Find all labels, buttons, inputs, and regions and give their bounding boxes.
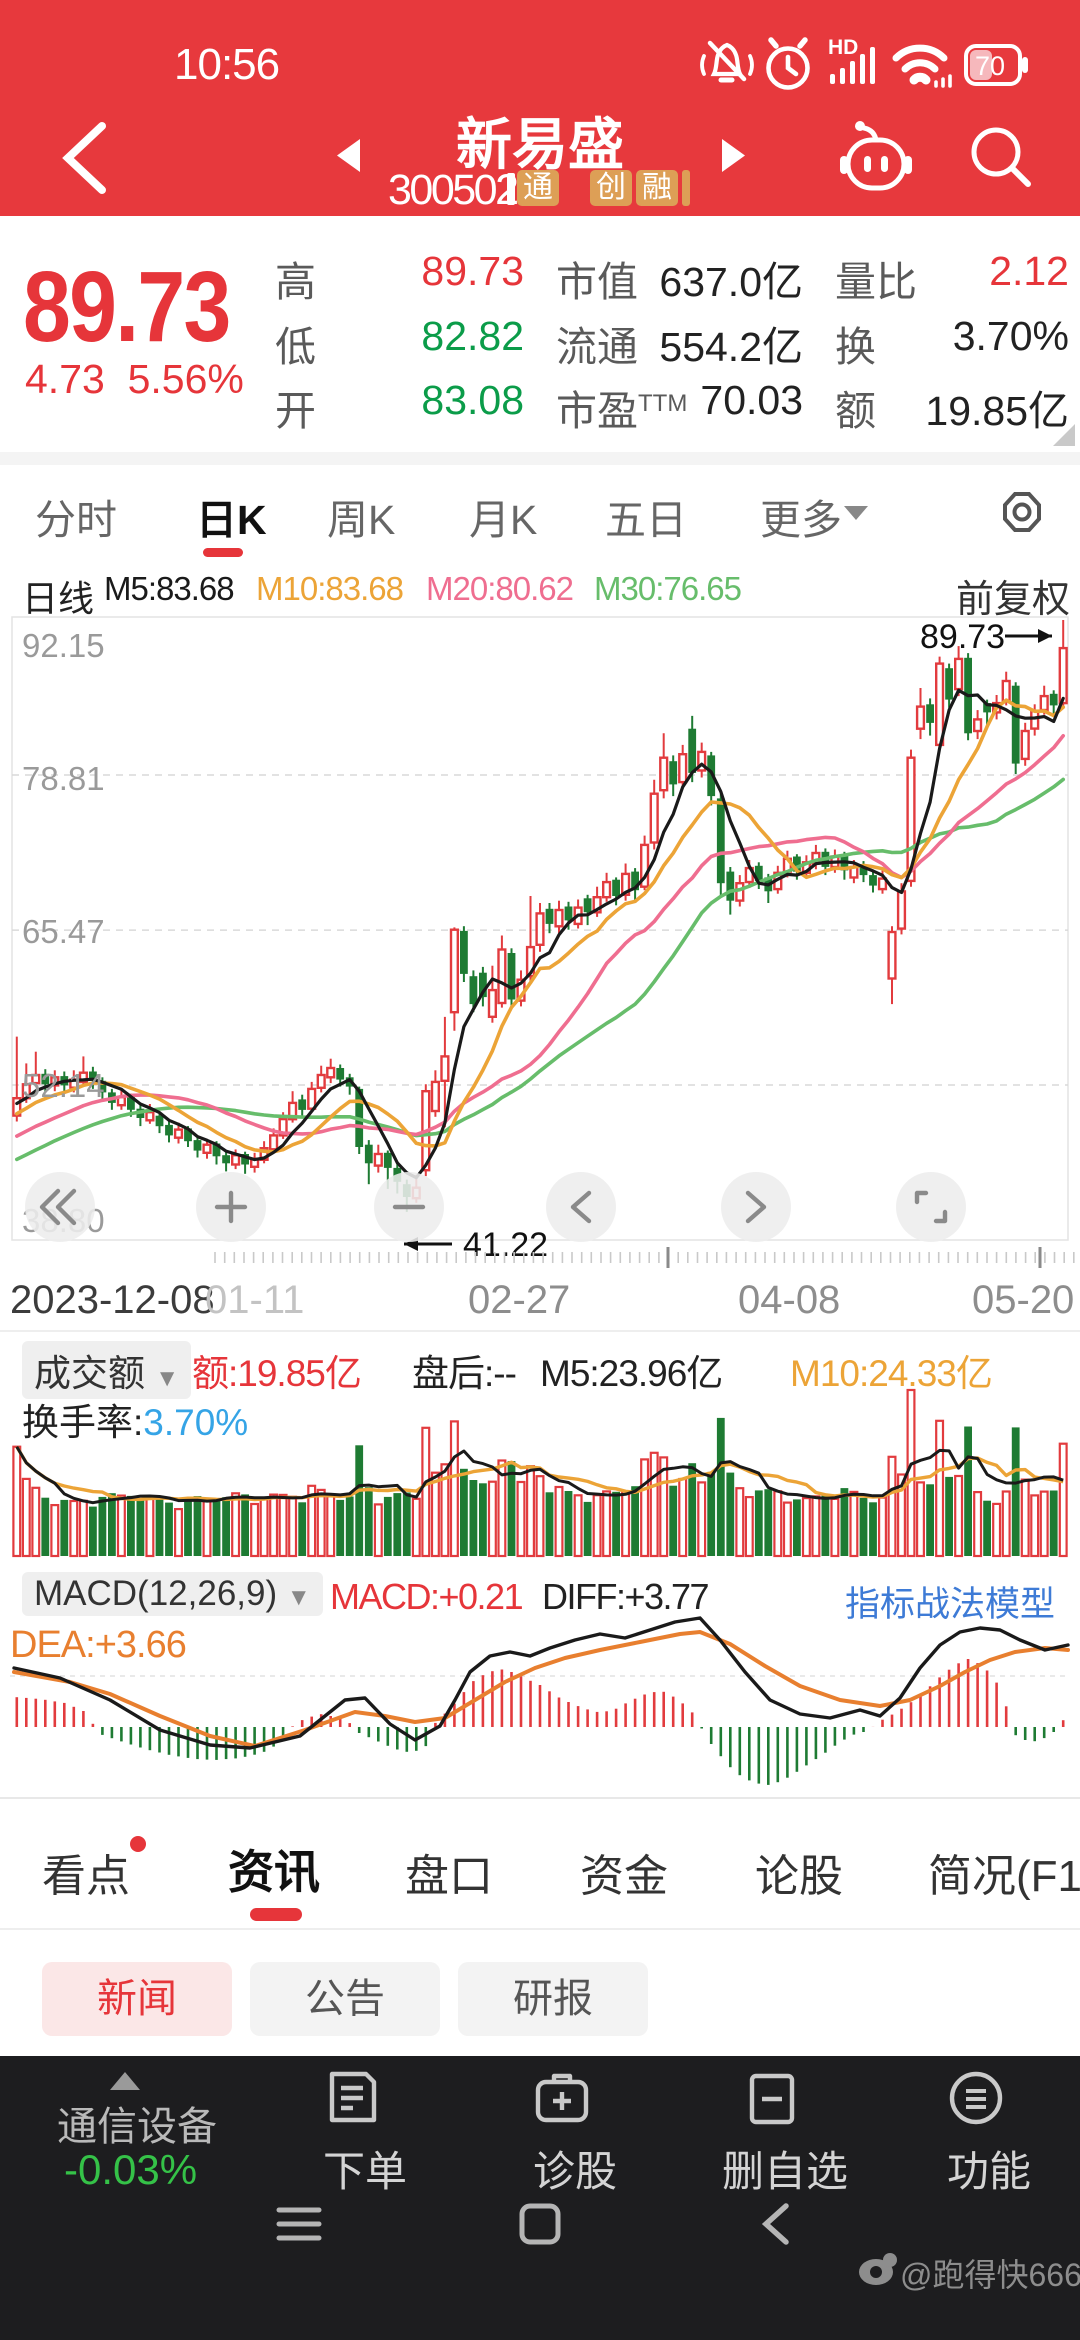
svg-text:89.73: 89.73 [920,618,1005,656]
svg-text:52.14: 52.14 [22,1067,105,1104]
svg-text:92.15: 92.15 [22,627,105,664]
svg-text:78.81: 78.81 [22,760,105,797]
svg-text:70: 70 [975,51,1005,81]
svg-text:65.47: 65.47 [22,913,105,950]
svg-text:HD: HD [828,36,858,59]
